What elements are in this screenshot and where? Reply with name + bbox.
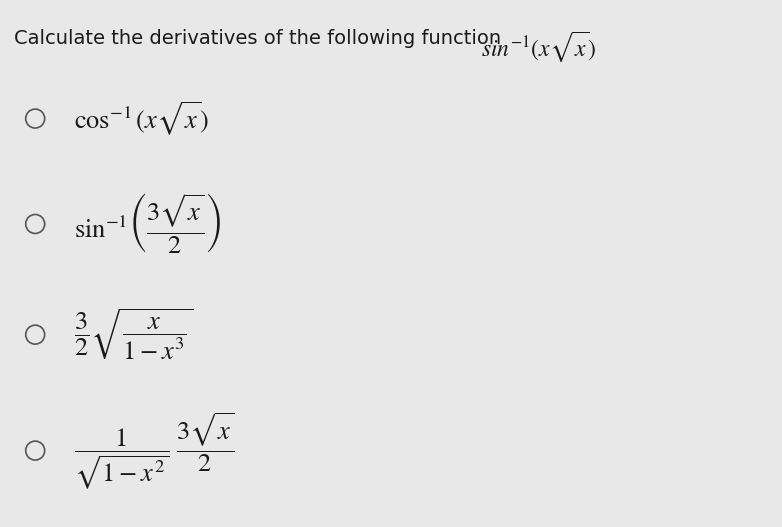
Text: $\dfrac{3}{2}\sqrt{\dfrac{x}{1-x^3}}$: $\dfrac{3}{2}\sqrt{\dfrac{x}{1-x^3}}$	[74, 307, 194, 363]
Text: $\mathit{sin}^{-1}(x\sqrt{x})$: $\mathit{sin}^{-1}(x\sqrt{x})$	[481, 29, 596, 64]
Text: $\sin^{-1}\!\left(\dfrac{3\sqrt{x}}{2}\right)$: $\sin^{-1}\!\left(\dfrac{3\sqrt{x}}{2}\r…	[74, 192, 222, 256]
Text: Calculate the derivatives of the following function: Calculate the derivatives of the followi…	[14, 29, 508, 48]
Text: $\cos^{-1}(x\sqrt{x})$: $\cos^{-1}(x\sqrt{x})$	[74, 100, 209, 138]
Text: $\dfrac{1}{\sqrt{1-x^2}}\;\dfrac{3\sqrt{x}}{2}$: $\dfrac{1}{\sqrt{1-x^2}}\;\dfrac{3\sqrt{…	[74, 410, 235, 491]
